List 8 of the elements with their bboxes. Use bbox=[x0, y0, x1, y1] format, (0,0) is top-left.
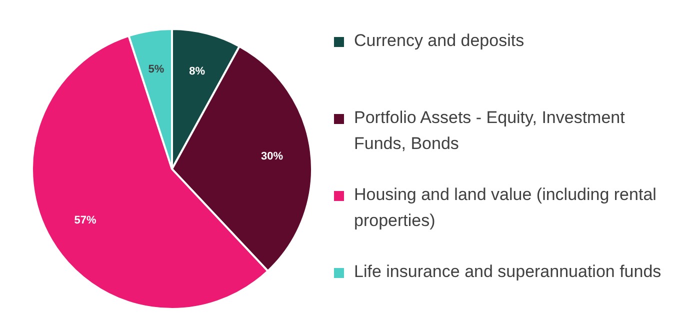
legend-label: Currency and deposits bbox=[354, 30, 524, 52]
data-label: 8% bbox=[189, 65, 206, 78]
data-label: 5% bbox=[148, 63, 164, 76]
data-label: 30% bbox=[260, 150, 284, 162]
legend-label: Housing and land value (including rental properties) bbox=[354, 184, 658, 232]
data-label: 57% bbox=[74, 214, 96, 226]
legend-label: Portfolio Assets - Equity, Investment Funds, Bonds bbox=[354, 107, 626, 155]
legend-label: Life insurance and superannuation funds bbox=[354, 261, 662, 283]
